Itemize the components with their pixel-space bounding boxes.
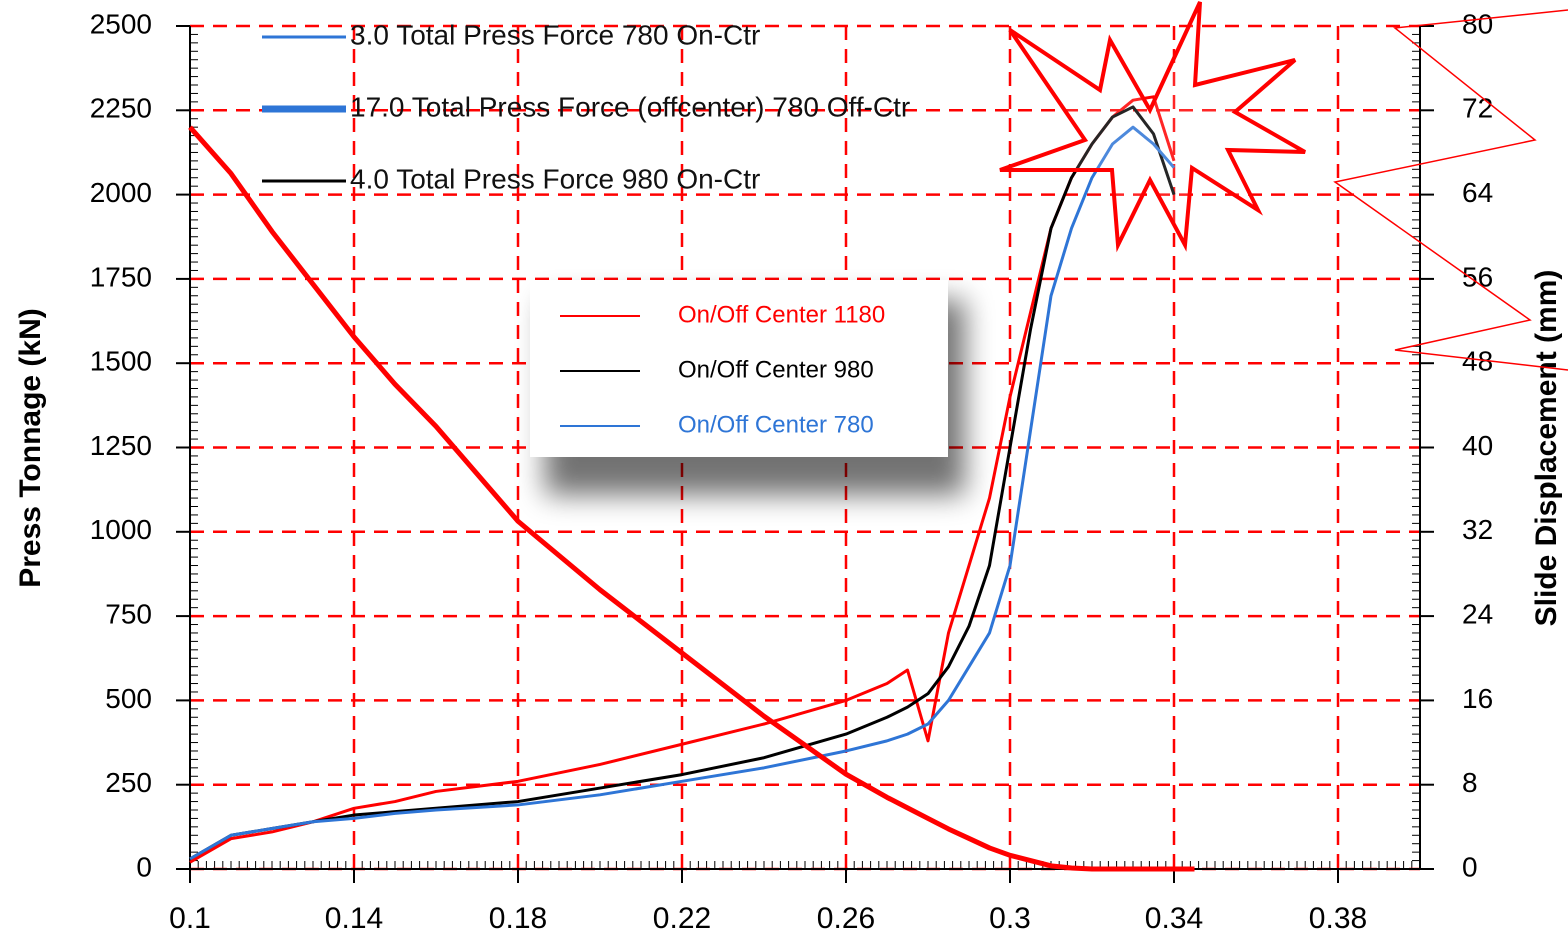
y-tick-label: 1000 bbox=[90, 514, 152, 545]
legend-label: On/Off Center 1180 bbox=[678, 301, 885, 328]
y2-tick-label: 72 bbox=[1462, 93, 1493, 124]
legend-label: On/Off Center 980 bbox=[678, 356, 874, 383]
legend-label: 3.0 Total Press Force 780 On-Ctr bbox=[350, 19, 760, 50]
top-legend: 3.0 Total Press Force 780 On-Ctr 17.0 Tot… bbox=[262, 19, 910, 194]
y-tick-label: 2000 bbox=[90, 177, 152, 208]
y2-tick-label: 40 bbox=[1462, 430, 1493, 461]
y2-tick-label: 24 bbox=[1462, 598, 1493, 629]
y-tick-label: 250 bbox=[105, 767, 152, 798]
y2-tick-label: 32 bbox=[1462, 514, 1493, 545]
legend-label: On/Off Center 780 bbox=[678, 411, 874, 438]
x-tick-label: 0.3 bbox=[989, 902, 1031, 935]
x-tick-label: 0.38 bbox=[1309, 902, 1367, 935]
y2-tick-label: 64 bbox=[1462, 177, 1493, 208]
y-tick-label: 2250 bbox=[90, 93, 152, 124]
y2-tick-label: 56 bbox=[1462, 261, 1493, 292]
x-tick-label: 0.18 bbox=[489, 902, 547, 935]
y2-axis-label: Slide Displacement (mm) bbox=[1530, 270, 1563, 627]
y-tick-label: 500 bbox=[105, 683, 152, 714]
x-tick-label: 0.1 bbox=[169, 902, 211, 935]
y-tick-label: 750 bbox=[105, 598, 152, 629]
y2-tick-label: 16 bbox=[1462, 683, 1493, 714]
displacement-line bbox=[190, 127, 1195, 869]
y-tick-label: 2500 bbox=[90, 8, 152, 39]
y-tick-label: 1250 bbox=[90, 430, 152, 461]
legend-label: 4.0 Total Press Force 980 On-Ctr bbox=[350, 163, 760, 194]
x-tick-label: 0.22 bbox=[653, 902, 711, 935]
y2-tick-label: 8 bbox=[1462, 767, 1478, 798]
overlay-legend: On/Off Center 1180 On/Off Center 980 On/Of… bbox=[530, 280, 965, 495]
x-tick-label: 0.26 bbox=[817, 902, 875, 935]
y-tick-label: 0 bbox=[136, 851, 152, 882]
y-axis-label: Press Tonnage (kN) bbox=[14, 308, 47, 588]
y-tick-label: 1500 bbox=[90, 346, 152, 377]
legend-label: 17.0 Total Press Force (offcenter) 780 O… bbox=[350, 91, 910, 122]
y2-tick-label: 0 bbox=[1462, 851, 1478, 882]
chart: Press Tonnage (kN) Slide Displacement (m… bbox=[0, 0, 1568, 946]
x-tick-label: 0.34 bbox=[1145, 902, 1203, 935]
starburst bbox=[1000, 2, 1305, 245]
y-tick-label: 1750 bbox=[90, 261, 152, 292]
y2-tick-label: 80 bbox=[1462, 8, 1493, 39]
x-tick-label: 0.14 bbox=[325, 902, 383, 935]
